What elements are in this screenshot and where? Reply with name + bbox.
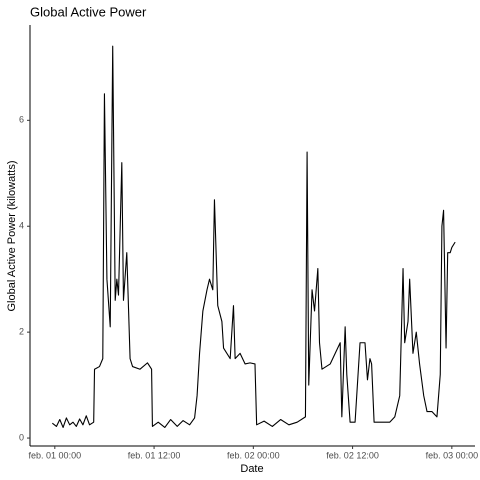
y-tick-label: 2 <box>19 327 24 337</box>
x-tick-label: feb. 02 12:00 <box>326 450 379 460</box>
data-line <box>51 45 456 429</box>
y-tick-label: 6 <box>19 115 24 125</box>
y-tick-label: 0 <box>19 432 24 442</box>
x-tick-label: feb. 01 00:00 <box>29 450 82 460</box>
chart-title: Global Active Power <box>30 4 147 19</box>
x-axis-title: Date <box>240 463 263 475</box>
x-tick-label: feb. 02 00:00 <box>227 450 280 460</box>
x-tick-label: feb. 03 00:00 <box>426 450 479 460</box>
y-tick-label: 4 <box>19 221 24 231</box>
x-tick-label: feb. 01 12:00 <box>128 450 181 460</box>
y-axis-title: Global Active Power (kilowatts) <box>6 161 18 312</box>
